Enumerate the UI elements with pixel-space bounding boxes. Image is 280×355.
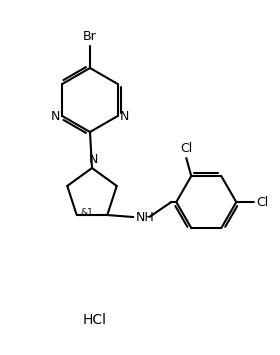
Text: &1: &1	[80, 208, 93, 217]
Text: Cl: Cl	[180, 142, 192, 155]
Text: Cl: Cl	[256, 196, 269, 208]
Text: NH: NH	[135, 211, 154, 224]
Text: N: N	[51, 109, 60, 122]
Text: N: N	[88, 153, 98, 166]
Text: Br: Br	[83, 30, 97, 43]
Text: N: N	[120, 109, 129, 122]
Text: HCl: HCl	[83, 313, 107, 327]
